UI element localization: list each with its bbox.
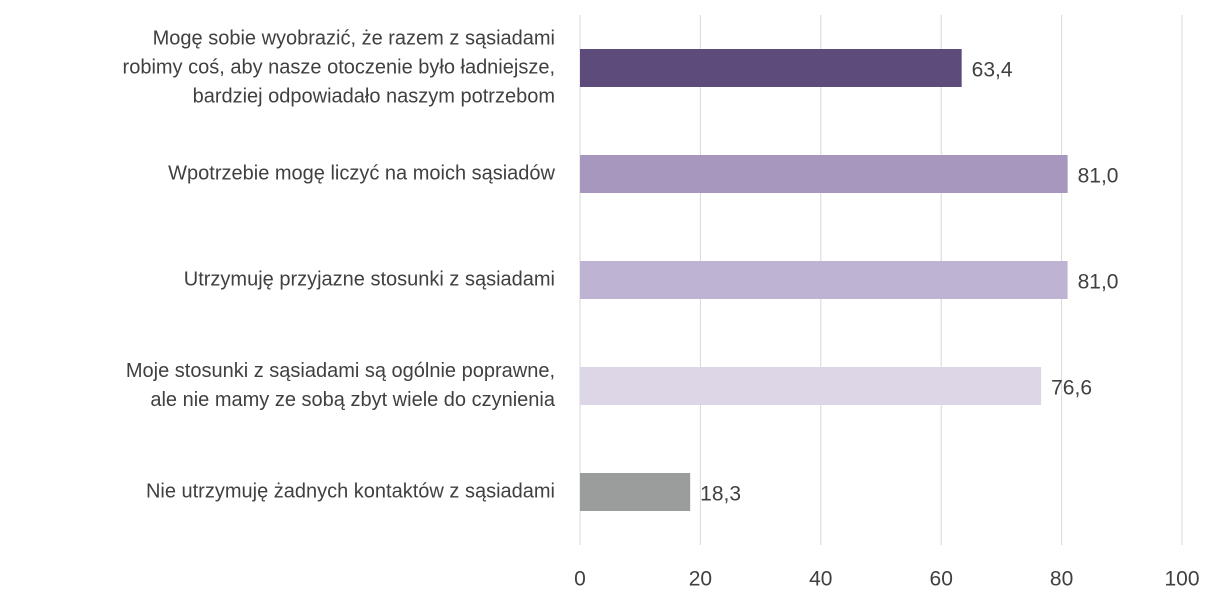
data-label: 81,0 [1078,271,1119,294]
bar [580,367,1042,405]
category-label: Wpotrzebie mogę liczyć na moich sąsiadów [168,162,555,185]
category-label: Mogę sobie wyobrazić, że razem z sąsiada… [122,27,555,108]
data-label: 18,3 [700,483,741,506]
bar [580,49,962,87]
x-tick-label: 60 [930,568,953,589]
x-tick-label: 40 [809,568,832,589]
data-label: 76,6 [1051,377,1092,400]
x-tick-label: 80 [1050,568,1073,589]
x-tick-label: 0 [574,568,586,589]
category-label: Moje stosunki z sąsiadami są ogólnie pop… [125,360,555,411]
bar [580,473,691,511]
category-label: Nie utrzymuję żadnych kontaktów z sąsiad… [145,480,555,503]
x-tick-label: 100 [1164,568,1199,589]
data-label: 63,4 [972,59,1013,82]
x-tick-label: 20 [689,568,712,589]
bar [580,261,1068,299]
bar [580,155,1068,193]
category-label: Utrzymuję przyjazne stosunki z sąsiadami [183,268,555,291]
data-label: 81,0 [1078,165,1119,188]
